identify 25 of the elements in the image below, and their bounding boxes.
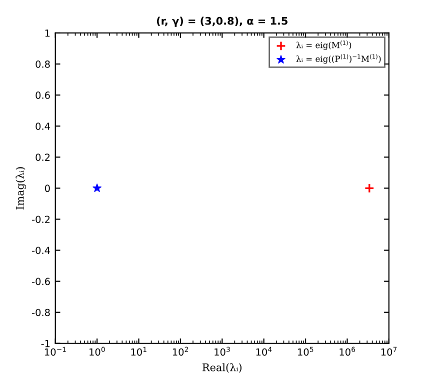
y-tick-label: -1 (41, 340, 50, 348)
y-tick-label: -0.2 (32, 216, 50, 224)
x-tick-label: 10$^{3}$ (214, 346, 230, 356)
y-tick-label: 1 (45, 30, 50, 37)
y-tick-label: 0 (44, 184, 50, 192)
x-tick-label: 10$^{0}$ (90, 346, 105, 356)
x-tick-label: 10$^{1}$ (131, 346, 146, 356)
y-tick-label: 0.6 (36, 92, 50, 99)
y-tick-label: 0.4 (36, 122, 50, 130)
x-tick-label: 10$^{2}$ (172, 346, 188, 356)
y-tick-label: -0.8 (32, 308, 50, 316)
x-tick-label: 10$^{6}$ (340, 346, 356, 356)
y-axis-title: Imag(λᵢ) (16, 167, 26, 210)
y-tick-label: -0.4 (32, 246, 50, 254)
x-tick-label: 10$^{5}$ (298, 346, 314, 356)
chart-title: (r, γ) = (3,0.8), α = 1.5 (156, 16, 288, 27)
x-tick-label: 10$^{7}$ (381, 346, 397, 356)
legend-label: λᵢ = eig((P$^{(1)}$)$^{−1}$M$^{(1)}$) (296, 54, 381, 64)
legend-label: λᵢ = eig(M$^{(1)}$) (296, 40, 352, 50)
x-tick-label: 10$^{4}$ (256, 346, 272, 356)
y-tick-label: 0.2 (36, 154, 50, 161)
x-tick-label: 10$^{−1}$ (45, 346, 66, 356)
x-axis-title: Real(λᵢ) (202, 363, 242, 373)
y-tick-label: -0.6 (32, 278, 50, 286)
y-tick-label: 0.8 (36, 60, 50, 68)
